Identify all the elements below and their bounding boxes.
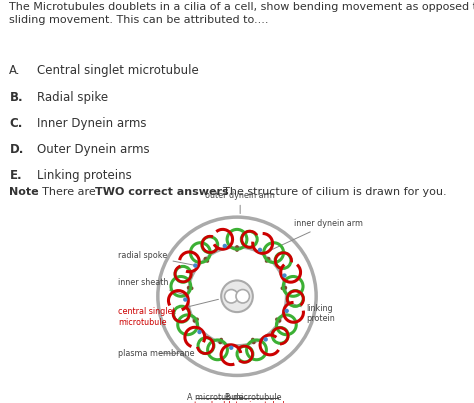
Text: outer doublet microtubule: outer doublet microtubule bbox=[184, 401, 290, 403]
Text: A microtubule: A microtubule bbox=[187, 393, 243, 402]
Text: radial spoke: radial spoke bbox=[118, 251, 199, 266]
Circle shape bbox=[229, 345, 234, 350]
Text: inner sheath: inner sheath bbox=[118, 278, 187, 295]
Text: inner dynein arm: inner dynein arm bbox=[270, 219, 363, 251]
Text: Note: Note bbox=[9, 187, 39, 197]
Circle shape bbox=[221, 280, 253, 312]
Text: Inner Dynein arms: Inner Dynein arms bbox=[37, 117, 147, 130]
Text: C.: C. bbox=[9, 117, 23, 130]
Circle shape bbox=[225, 289, 238, 303]
Circle shape bbox=[158, 217, 316, 376]
Text: outer dynein arm: outer dynein arm bbox=[205, 191, 275, 214]
Circle shape bbox=[236, 289, 249, 303]
Text: plasma membrane: plasma membrane bbox=[118, 349, 195, 358]
Circle shape bbox=[193, 263, 198, 268]
Text: D.: D. bbox=[9, 143, 24, 156]
Text: Outer Dynein arms: Outer Dynein arms bbox=[37, 143, 150, 156]
Text: B.: B. bbox=[9, 91, 23, 104]
Circle shape bbox=[282, 273, 287, 278]
Text: E.: E. bbox=[9, 169, 22, 182]
Circle shape bbox=[197, 330, 202, 334]
Text: central singlet
microtubule: central singlet microtubule bbox=[118, 299, 219, 326]
Text: : There are: : There are bbox=[35, 187, 99, 197]
Text: Radial spike: Radial spike bbox=[37, 91, 109, 104]
Circle shape bbox=[183, 297, 188, 302]
Text: . The structure of cilium is drawn for you.: . The structure of cilium is drawn for y… bbox=[216, 187, 447, 197]
Text: B microtubule: B microtubule bbox=[225, 393, 281, 402]
Text: A.: A. bbox=[9, 64, 21, 77]
Text: The Microtubules doublets in a cilia of a cell, show bending movement as opposed: The Microtubules doublets in a cilia of … bbox=[9, 2, 474, 25]
Text: Central singlet microtubule: Central singlet microtubule bbox=[37, 64, 199, 77]
Circle shape bbox=[264, 337, 268, 342]
Circle shape bbox=[258, 248, 262, 252]
Text: TWO correct answers: TWO correct answers bbox=[95, 187, 229, 197]
Circle shape bbox=[223, 244, 227, 248]
Text: linking
protein: linking protein bbox=[292, 303, 336, 323]
Circle shape bbox=[284, 309, 289, 313]
Text: Linking proteins: Linking proteins bbox=[37, 169, 132, 182]
